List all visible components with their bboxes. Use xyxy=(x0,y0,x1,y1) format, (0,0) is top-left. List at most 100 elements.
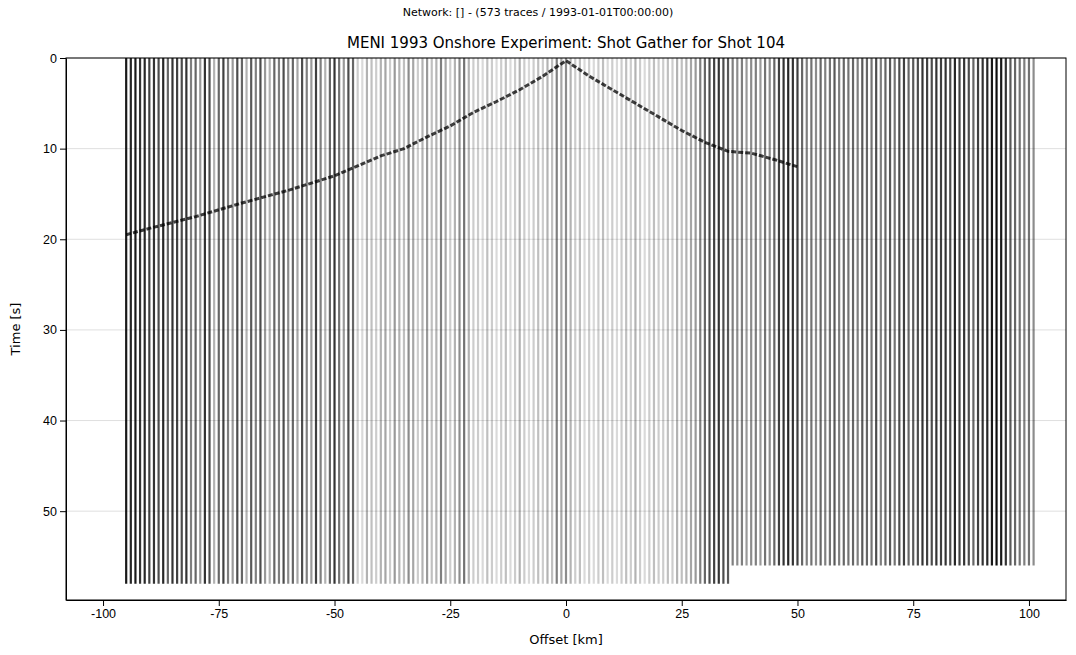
trace xyxy=(440,58,442,584)
trace xyxy=(227,58,229,584)
trace xyxy=(333,58,335,584)
trace xyxy=(213,58,215,584)
trace xyxy=(556,58,558,584)
x-tick: 0 xyxy=(563,600,570,621)
trace xyxy=(380,58,382,584)
trace xyxy=(662,58,664,584)
trace xyxy=(866,58,868,566)
trace xyxy=(292,58,294,584)
trace xyxy=(287,58,289,584)
y-axis-title: Time [s] xyxy=(8,303,23,357)
trace xyxy=(454,58,456,584)
trace xyxy=(741,58,743,566)
trace xyxy=(181,58,183,584)
trace xyxy=(361,58,363,584)
trace xyxy=(1009,58,1011,566)
trace xyxy=(745,58,747,566)
trace xyxy=(750,58,752,566)
trace xyxy=(653,58,655,584)
trace xyxy=(898,58,900,566)
trace xyxy=(991,58,993,566)
trace xyxy=(519,58,521,584)
trace xyxy=(185,58,187,584)
trace xyxy=(704,58,706,584)
trace xyxy=(935,58,937,566)
trace xyxy=(431,58,433,584)
trace xyxy=(829,58,831,566)
trace xyxy=(472,58,474,584)
trace xyxy=(736,58,738,566)
x-tick-mark xyxy=(219,600,220,606)
trace xyxy=(912,58,914,566)
trace xyxy=(495,58,497,584)
trace xyxy=(755,58,757,566)
trace xyxy=(329,58,331,584)
trace xyxy=(310,58,312,584)
trace xyxy=(157,58,159,584)
y-tick-label: 50 xyxy=(43,505,57,519)
trace xyxy=(134,58,136,584)
trace xyxy=(315,58,317,584)
trace xyxy=(690,58,692,584)
x-tick-label: 50 xyxy=(791,607,805,621)
trace xyxy=(713,58,715,584)
trace xyxy=(1028,58,1030,566)
trace xyxy=(847,58,849,566)
trace xyxy=(542,58,544,584)
trace xyxy=(245,58,247,584)
y-tick-mark xyxy=(60,149,66,150)
y-axis: 01020304050 xyxy=(43,52,66,601)
x-tick-label: -25 xyxy=(442,607,460,621)
y-tick-label: 20 xyxy=(43,233,57,247)
x-tick: 75 xyxy=(907,600,921,621)
y-tick-mark xyxy=(60,239,66,240)
y-tick: 50 xyxy=(43,505,66,519)
y-tick: 20 xyxy=(43,233,66,247)
trace xyxy=(324,58,326,584)
trace xyxy=(778,58,780,566)
trace xyxy=(546,58,548,584)
trace xyxy=(528,58,530,584)
trace xyxy=(796,58,798,566)
trace xyxy=(977,58,979,566)
trace xyxy=(241,58,243,584)
trace xyxy=(884,58,886,566)
trace xyxy=(320,58,322,584)
trace xyxy=(278,58,280,584)
y-tick-mark xyxy=(60,330,66,331)
trace xyxy=(949,58,951,566)
trace xyxy=(273,58,275,584)
x-tick: 100 xyxy=(1019,600,1040,621)
x-axis-title: Offset [km] xyxy=(529,632,603,647)
trace xyxy=(176,58,178,584)
trace xyxy=(843,58,845,566)
trace xyxy=(880,58,882,566)
trace xyxy=(551,58,553,584)
trace xyxy=(218,58,220,584)
trace xyxy=(204,58,206,584)
trace xyxy=(870,58,872,566)
trace xyxy=(347,58,349,584)
trace xyxy=(968,58,970,566)
trace xyxy=(139,58,141,584)
trace xyxy=(681,58,683,584)
trace xyxy=(579,58,581,584)
y-tick: 10 xyxy=(43,142,66,156)
trace xyxy=(940,58,942,566)
trace xyxy=(199,58,201,584)
trace xyxy=(509,58,511,584)
trace xyxy=(597,58,599,584)
trace xyxy=(1005,58,1007,566)
x-tick-label: -75 xyxy=(210,607,228,621)
trace xyxy=(445,58,447,584)
trace xyxy=(792,58,794,566)
trace xyxy=(685,58,687,584)
trace xyxy=(130,58,132,584)
chart: Network: [] - (573 traces / 1993-01-01T0… xyxy=(0,0,1076,655)
trace xyxy=(889,58,891,566)
trace xyxy=(514,58,516,584)
trace xyxy=(722,58,724,584)
trace xyxy=(773,58,775,566)
trace xyxy=(801,58,803,566)
x-tick: 25 xyxy=(675,600,689,621)
